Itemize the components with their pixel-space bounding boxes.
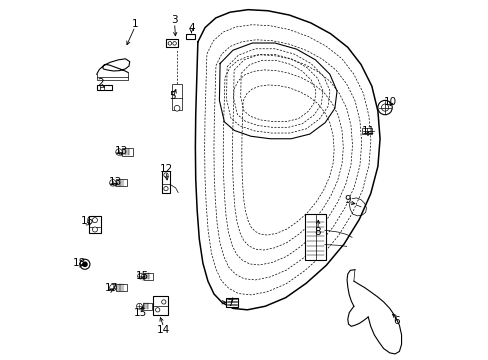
Circle shape bbox=[381, 104, 388, 111]
Text: 15: 15 bbox=[135, 271, 149, 281]
Text: 1: 1 bbox=[132, 19, 138, 29]
Text: 3: 3 bbox=[171, 15, 178, 26]
FancyBboxPatch shape bbox=[116, 284, 126, 291]
Text: 6: 6 bbox=[393, 316, 399, 325]
Circle shape bbox=[92, 227, 97, 232]
FancyBboxPatch shape bbox=[162, 171, 170, 193]
FancyBboxPatch shape bbox=[226, 298, 238, 307]
Circle shape bbox=[136, 303, 142, 309]
Text: 14: 14 bbox=[157, 325, 170, 335]
FancyBboxPatch shape bbox=[185, 35, 195, 40]
Circle shape bbox=[92, 218, 97, 223]
Circle shape bbox=[377, 100, 391, 115]
Text: 13: 13 bbox=[108, 177, 122, 187]
Circle shape bbox=[162, 300, 165, 304]
Text: 18: 18 bbox=[73, 258, 86, 268]
FancyBboxPatch shape bbox=[143, 273, 153, 280]
FancyBboxPatch shape bbox=[116, 179, 126, 186]
Text: 13: 13 bbox=[115, 145, 128, 156]
FancyBboxPatch shape bbox=[97, 85, 112, 90]
FancyBboxPatch shape bbox=[166, 40, 178, 47]
FancyBboxPatch shape bbox=[89, 216, 101, 233]
FancyBboxPatch shape bbox=[361, 128, 371, 134]
Circle shape bbox=[82, 262, 87, 266]
Circle shape bbox=[172, 41, 176, 45]
Text: 11: 11 bbox=[361, 126, 374, 135]
Text: 10: 10 bbox=[384, 97, 397, 107]
FancyBboxPatch shape bbox=[152, 296, 168, 315]
Circle shape bbox=[163, 173, 168, 177]
FancyBboxPatch shape bbox=[305, 214, 325, 260]
Text: 12: 12 bbox=[160, 163, 173, 174]
FancyBboxPatch shape bbox=[142, 303, 152, 310]
Circle shape bbox=[80, 259, 90, 269]
Text: 15: 15 bbox=[134, 309, 147, 318]
Text: 9: 9 bbox=[344, 195, 350, 205]
Circle shape bbox=[163, 186, 168, 191]
Text: 7: 7 bbox=[227, 298, 234, 308]
Circle shape bbox=[116, 149, 122, 155]
Circle shape bbox=[109, 284, 116, 291]
Circle shape bbox=[168, 41, 171, 45]
Circle shape bbox=[109, 180, 116, 186]
Circle shape bbox=[137, 273, 143, 279]
FancyBboxPatch shape bbox=[122, 148, 133, 156]
FancyBboxPatch shape bbox=[171, 84, 182, 111]
Text: 16: 16 bbox=[81, 216, 94, 226]
Text: 17: 17 bbox=[104, 283, 118, 293]
Circle shape bbox=[155, 308, 160, 312]
Text: 2: 2 bbox=[98, 78, 104, 88]
Circle shape bbox=[174, 105, 180, 111]
Text: 4: 4 bbox=[188, 23, 194, 33]
Text: 5: 5 bbox=[169, 91, 176, 101]
Text: 8: 8 bbox=[314, 227, 321, 237]
